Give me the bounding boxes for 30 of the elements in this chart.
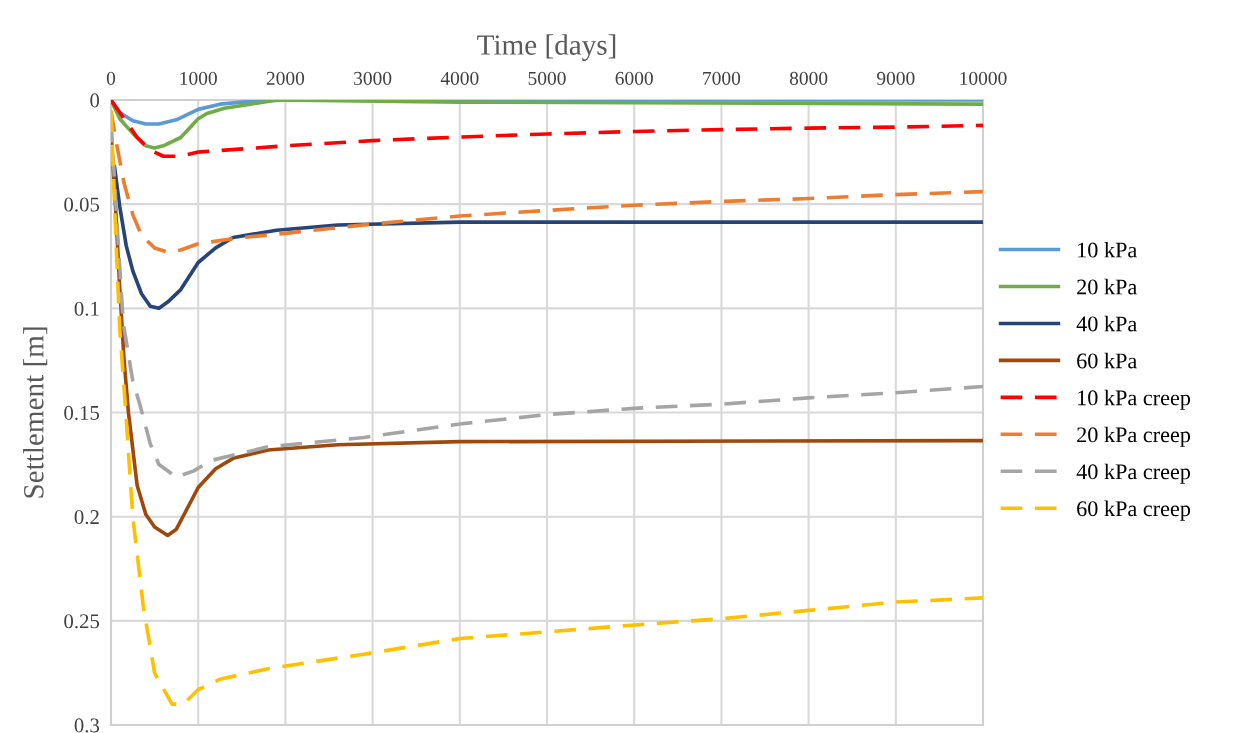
legend-label: 10 kPa creep bbox=[1078, 389, 1191, 410]
y-tick-label: 0.25 bbox=[64, 614, 100, 629]
x-tick-label: 4000 bbox=[440, 71, 479, 85]
line-series bbox=[112, 164, 983, 311]
legend-label: 60 kPa creep bbox=[1077, 500, 1191, 521]
x-tick-label: 0 bbox=[106, 71, 116, 85]
y-tick-label: 0.15 bbox=[64, 405, 100, 421]
x-tick-label: 6000 bbox=[615, 71, 653, 85]
x-tick-label: 5000 bbox=[528, 71, 566, 85]
y-axis-title: Settlement [m] bbox=[23, 327, 48, 498]
legend-label: 10 kPa bbox=[1078, 241, 1137, 258]
x-axis-title: Time [days] bbox=[477, 34, 616, 61]
legend-label: 60 kPa bbox=[1077, 352, 1137, 369]
legend-label: 40 kPa bbox=[1076, 315, 1137, 332]
line-series bbox=[111, 108, 983, 706]
y-tick-label: 0.2 bbox=[74, 510, 99, 525]
y-tick-label: 0.05 bbox=[64, 197, 100, 212]
legend-label: 40 kPa creep bbox=[1076, 463, 1191, 484]
legend-label: 20 kPa bbox=[1077, 278, 1137, 295]
x-tick-label: 9000 bbox=[876, 71, 915, 85]
x-tick-label: 3000 bbox=[354, 71, 392, 85]
y-tick-label: 0.1 bbox=[74, 301, 99, 316]
x-tick-label: 7000 bbox=[703, 71, 741, 85]
x-tick-label: 10000 bbox=[960, 71, 1007, 85]
y-tick-label: 0 bbox=[90, 93, 100, 108]
legend-label: 20 kPa creep bbox=[1077, 426, 1191, 447]
x-tick-label: 1000 bbox=[180, 71, 217, 85]
x-tick-label: 8000 bbox=[789, 71, 828, 85]
x-tick-label: 2000 bbox=[266, 71, 305, 85]
y-tick-label: 0.3 bbox=[74, 718, 100, 733]
